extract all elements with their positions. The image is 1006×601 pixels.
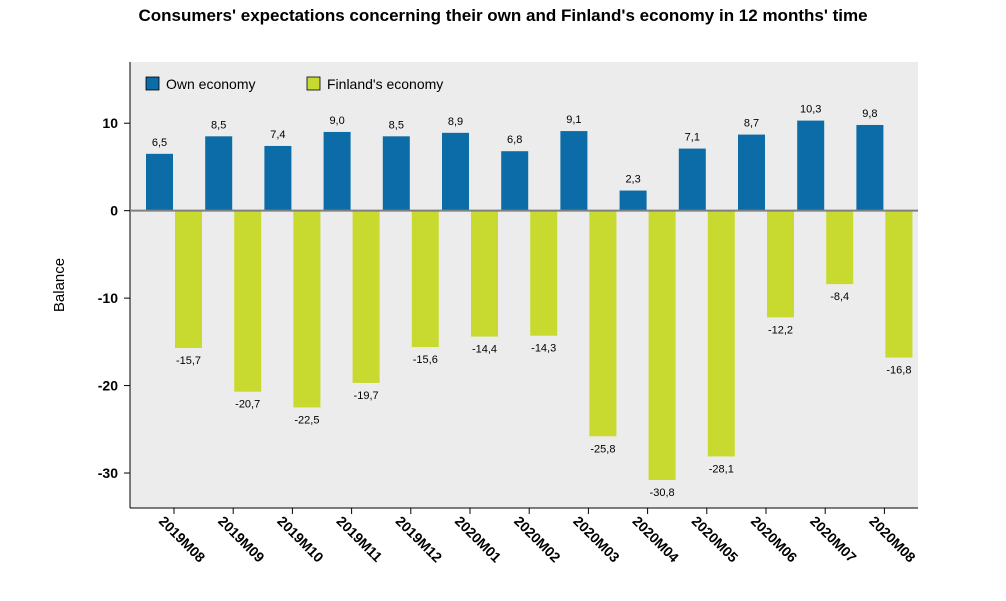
x-tick-label: 2020M06	[748, 513, 801, 566]
finland-economy-bar	[234, 210, 262, 392]
x-tick-label: 2020M02	[511, 513, 564, 566]
legend-swatch-own-economy	[145, 76, 160, 91]
own-economy-bar	[856, 124, 884, 211]
finland-economy-bar	[175, 210, 202, 348]
own-economy-data-label: 2,3	[625, 174, 640, 186]
own-economy-data-label: 9,0	[329, 115, 344, 127]
finland-economy-data-label: -19,7	[354, 390, 379, 402]
own-economy-data-label: 9,1	[566, 114, 581, 126]
x-tick-label: 2020M01	[452, 513, 505, 566]
own-economy-data-label: 7,4	[270, 129, 285, 141]
x-tick-label: 2019M08	[156, 513, 209, 566]
x-tick-label: 2020M03	[570, 513, 623, 566]
finland-economy-data-label: -15,7	[176, 355, 201, 367]
finland-economy-bar	[411, 210, 439, 348]
x-tick-label: 2020M08	[866, 513, 919, 566]
finland-economy-bar	[293, 210, 321, 408]
own-economy-bar	[205, 136, 233, 211]
x-tick-label: 2019M11	[333, 513, 385, 565]
finland-economy-data-label: -28,1	[709, 463, 734, 475]
legend-swatch-finland-economy	[306, 76, 321, 91]
own-economy-data-label: 8,9	[448, 116, 463, 128]
own-economy-bar	[560, 131, 588, 211]
finland-economy-data-label: -8,4	[830, 291, 849, 303]
own-economy-bar	[797, 120, 825, 211]
finland-economy-data-label: -15,6	[413, 354, 438, 366]
finland-economy-bar	[352, 210, 380, 383]
own-economy-bar	[678, 148, 706, 211]
x-tick-label: 2020M04	[629, 513, 682, 566]
own-economy-data-label: 6,5	[152, 137, 167, 149]
y-tick-label: -10	[98, 290, 118, 306]
own-economy-bar	[323, 131, 351, 211]
own-economy-bar	[619, 190, 647, 211]
finland-economy-bar	[767, 210, 794, 318]
y-tick-label: -20	[98, 378, 118, 394]
finland-economy-data-label: -14,3	[531, 343, 556, 355]
own-economy-bar	[501, 151, 529, 211]
x-tick-label: 2019M10	[274, 513, 327, 566]
y-tick-label: 0	[110, 203, 118, 219]
own-economy-data-label: 9,8	[862, 108, 877, 120]
x-tick-label: 2020M07	[807, 513, 860, 566]
y-tick-label: 10	[102, 115, 118, 131]
finland-economy-bar	[826, 210, 854, 285]
legend-label-own-economy: Own economy	[166, 76, 255, 92]
finland-economy-bar	[589, 210, 617, 437]
finland-economy-data-label: -22,5	[294, 414, 319, 426]
own-economy-bar	[382, 136, 410, 211]
finland-economy-bar	[471, 210, 498, 337]
finland-economy-bar	[530, 210, 558, 336]
own-economy-data-label: 10,3	[800, 104, 821, 116]
finland-economy-bar	[707, 210, 735, 457]
own-economy-bar	[146, 153, 173, 211]
own-economy-data-label: 8,7	[744, 118, 759, 130]
finland-economy-data-label: -14,4	[472, 344, 497, 356]
legend-label-finland-economy: Finland's economy	[327, 76, 443, 92]
own-economy-bar	[264, 145, 292, 211]
own-economy-data-label: 8,5	[389, 119, 404, 131]
finland-economy-bar	[885, 210, 913, 358]
x-tick-label: 2020M05	[689, 513, 742, 566]
own-economy-bar	[738, 134, 765, 211]
x-tick-label: 2019M12	[393, 513, 446, 566]
own-economy-data-label: 8,5	[211, 119, 226, 131]
finland-economy-data-label: -12,2	[768, 324, 793, 336]
finland-economy-data-label: -20,7	[235, 399, 260, 411]
finland-economy-data-label: -30,8	[650, 487, 675, 499]
finland-economy-bar	[648, 210, 676, 481]
finland-economy-data-label: -16,8	[886, 365, 911, 377]
own-economy-data-label: 7,1	[685, 132, 700, 144]
x-tick-label: 2019M09	[215, 513, 268, 566]
finland-economy-data-label: -25,8	[590, 443, 615, 455]
chart-title: Consumers' expectations concerning their…	[138, 6, 868, 25]
own-economy-data-label: 6,8	[507, 134, 522, 146]
y-axis-title: Balance	[51, 258, 68, 312]
own-economy-bar	[442, 132, 469, 211]
y-tick-label: -30	[98, 465, 118, 481]
